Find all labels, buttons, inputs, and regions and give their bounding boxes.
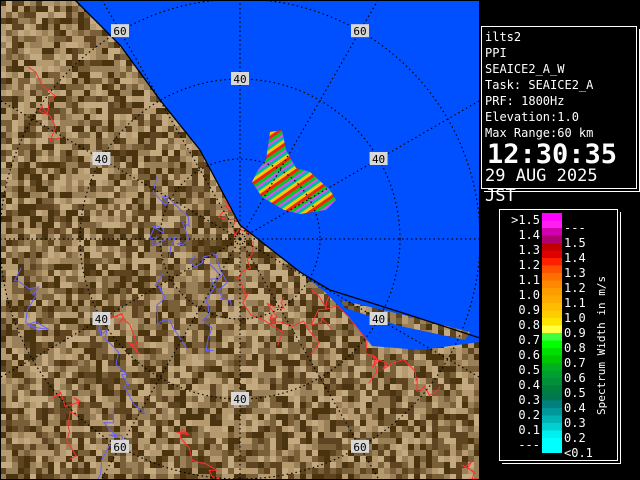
legend-swatch xyxy=(542,348,562,363)
legend-low-label: >1.5 xyxy=(511,213,540,227)
legend-low-label: 1.2 xyxy=(518,258,540,272)
legend-row: 0.9 1.0 xyxy=(500,303,617,325)
legend-high-label: 1.3 xyxy=(564,266,586,280)
range-ring-label: 40 xyxy=(92,152,111,166)
range-ring-label: 40 xyxy=(92,312,111,326)
legend-row: 0.5 0.6 xyxy=(500,363,617,385)
legend-row: 1.1 1.2 xyxy=(500,273,617,295)
legend-swatch xyxy=(542,258,562,273)
legend-low-label: 0.6 xyxy=(518,348,540,362)
task-name: Task: SEAICE2_A xyxy=(485,78,594,92)
legend-high-label: --- xyxy=(564,221,586,235)
legend-swatch xyxy=(542,273,562,288)
legend-low-label: 0.3 xyxy=(518,393,540,407)
legend-row: >1.5 --- xyxy=(500,213,617,235)
azimuth-line xyxy=(0,99,241,240)
legend-swatch xyxy=(542,423,562,438)
legend-high-label: 0.8 xyxy=(564,341,586,355)
legend-row: 0.8 0.9 xyxy=(500,318,617,340)
azimuth-line xyxy=(0,238,241,379)
scan-date: 29 AUG 2025 JST xyxy=(485,166,598,206)
legend-row: 0.6 0.7 xyxy=(500,348,617,370)
legend-low-label: 0.1 xyxy=(518,423,540,437)
legend-high-label: 0.5 xyxy=(564,386,586,400)
azimuth-line xyxy=(239,0,379,240)
legend-swatch xyxy=(542,393,562,408)
scan-type: PPI xyxy=(485,46,507,60)
azimuth-line xyxy=(101,0,241,240)
range-ring-label: 40 xyxy=(369,312,388,326)
prf: PRF: 1800Hz xyxy=(485,94,565,108)
azimuth-line xyxy=(239,99,480,240)
scan-info-panel: ilts2 PPI SEAICE2_A_W Task: SEAICE2_A PR… xyxy=(481,26,637,206)
legend-title: Spectrum Width in m/s xyxy=(595,275,608,415)
legend-high-label: <0.1 xyxy=(564,446,593,460)
legend-swatch xyxy=(542,228,562,243)
legend-low-label: 1.4 xyxy=(518,228,540,242)
legend-swatch xyxy=(542,363,562,378)
legend-low-label: 0.5 xyxy=(518,363,540,377)
legend-high-label: 0.7 xyxy=(564,356,586,370)
legend-swatch xyxy=(542,408,562,423)
legend-low-label: --- xyxy=(518,438,540,452)
range-ring-label: 60 xyxy=(111,24,129,38)
scan-time: 12:30:35 xyxy=(487,139,618,170)
legend-swatch xyxy=(542,378,562,393)
azimuth-line xyxy=(100,238,241,480)
legend-high-label: 0.4 xyxy=(564,401,586,415)
azimuth-line xyxy=(239,238,380,480)
legend-high-label: 1.4 xyxy=(564,251,586,265)
legend-high-label: 1.5 xyxy=(564,236,586,250)
legend-row: 1.3 1.4 xyxy=(500,243,617,265)
radar-echo xyxy=(252,130,336,214)
legend-row: 0.4 0.5 xyxy=(500,378,617,400)
range-ring-label: 60 xyxy=(111,439,129,454)
legend-swatch xyxy=(542,318,562,333)
legend-swatch xyxy=(542,243,562,258)
radar-name: ilts2 xyxy=(485,30,522,44)
range-ring-label: 40 xyxy=(231,392,249,406)
legend-row: 0.7 0.8 xyxy=(500,333,617,355)
legend-row: 1.4 1.5 xyxy=(500,228,617,250)
legend-high-label: 0.9 xyxy=(564,326,586,340)
legend-low-label: 0.9 xyxy=(518,303,540,317)
legend-swatch xyxy=(542,438,562,453)
legend-swatch xyxy=(542,213,562,228)
elevation: Elevation:1.0 xyxy=(485,110,579,124)
max-range: Max Range:60 km xyxy=(485,126,594,140)
range-ring xyxy=(79,78,401,400)
legend-low-label: 0.4 xyxy=(518,378,540,392)
product-name: SEAICE2_A_W xyxy=(485,62,565,76)
legend-low-label: 0.2 xyxy=(518,408,540,422)
legend-low-label: 0.8 xyxy=(518,318,540,332)
legend-swatch xyxy=(542,333,562,348)
ppi-map: 60 60 40 40 40 40 40 40 60 60 xyxy=(0,0,480,480)
range-grid xyxy=(0,0,480,480)
legend-row: 0.1 0.2 xyxy=(500,423,617,445)
legend-row: 1.0 1.1 xyxy=(500,288,617,310)
legend-row: 0.2 0.3 xyxy=(500,408,617,430)
range-ring-label: 40 xyxy=(369,152,388,166)
legend-row: 1.2 1.3 xyxy=(500,258,617,280)
legend-high-label: 0.6 xyxy=(564,371,586,385)
range-ring xyxy=(159,158,321,320)
legend-high-label: 1.1 xyxy=(564,296,586,310)
legend-low-label: 1.3 xyxy=(518,243,540,257)
legend-low-label: 1.0 xyxy=(518,288,540,302)
legend-swatch xyxy=(542,288,562,303)
color-legend: >1.5 --- 1.4 1.5 1.3 1.4 1.2 1.3 1.1 1.2 1.0 … xyxy=(499,209,618,461)
azimuth-line xyxy=(239,238,480,379)
range-ring-label: 60 xyxy=(351,24,369,38)
legend-high-label: 1.0 xyxy=(564,311,586,325)
legend-swatch xyxy=(542,303,562,318)
legend-high-label: 0.2 xyxy=(564,431,586,445)
legend-low-label: 1.1 xyxy=(518,273,540,287)
legend-high-label: 0.3 xyxy=(564,416,586,430)
range-ring-label: 60 xyxy=(351,439,369,454)
legend-low-label: 0.7 xyxy=(518,333,540,347)
legend-row: 0.3 0.4 xyxy=(500,393,617,415)
legend-row: --- <0.1 xyxy=(500,438,617,460)
range-ring-label: 40 xyxy=(231,72,249,86)
legend-high-label: 1.2 xyxy=(564,281,586,295)
